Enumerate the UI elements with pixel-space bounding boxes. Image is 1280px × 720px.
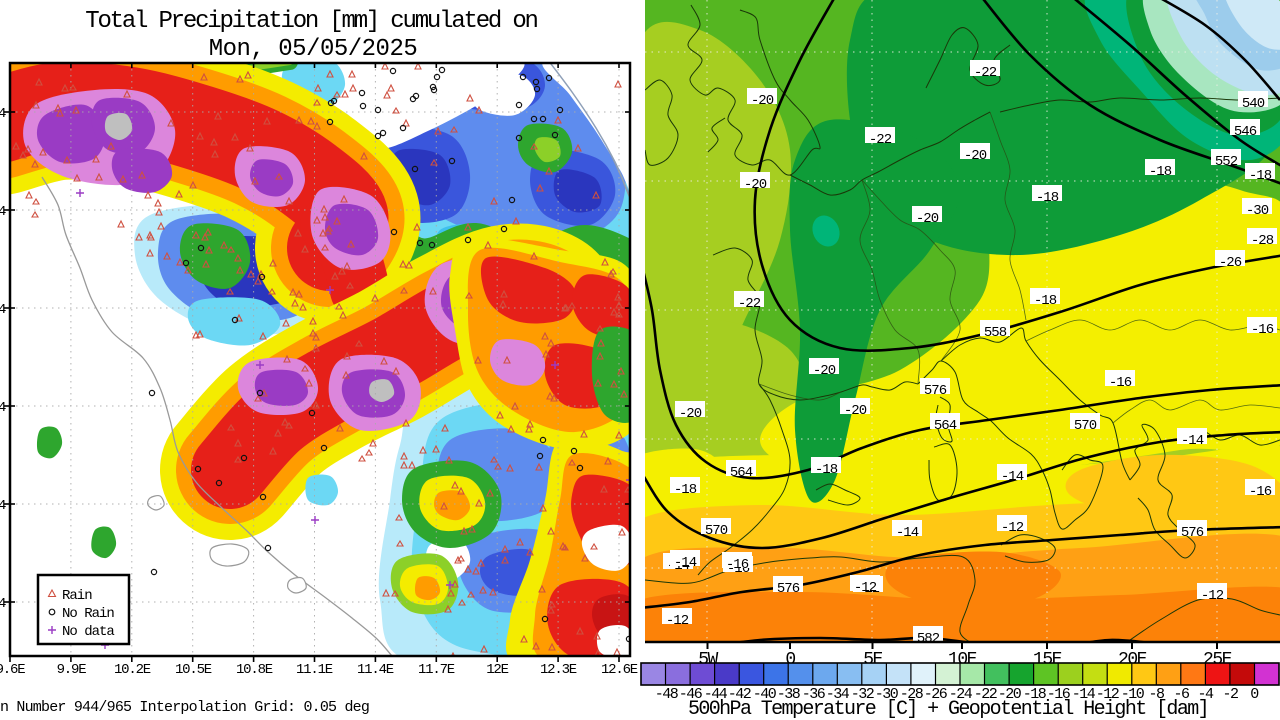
- svg-text:-4: -4: [1197, 686, 1214, 703]
- svg-text:500hPa Temperature [C] + Geopo: 500hPa Temperature [C] + Geopotential He…: [688, 698, 1208, 720]
- svg-text:n Number 944/965 Interpolation: n Number 944/965 Interpolation Grid: 0.0…: [0, 699, 369, 716]
- svg-text:-16: -16: [726, 557, 749, 573]
- svg-text:4: 4: [0, 596, 6, 612]
- svg-text:12.6E: 12.6E: [601, 662, 638, 678]
- svg-text:558: 558: [984, 325, 1007, 341]
- svg-text:-12: -12: [1096, 686, 1119, 703]
- svg-text:4: 4: [0, 400, 6, 416]
- svg-text:-20: -20: [813, 363, 836, 379]
- svg-text:576: 576: [1181, 525, 1204, 541]
- svg-text:-30: -30: [1246, 203, 1269, 219]
- svg-text:-12: -12: [1201, 588, 1224, 604]
- svg-text:12E: 12E: [486, 662, 508, 678]
- svg-text:9.6E: 9.6E: [0, 662, 25, 678]
- svg-text:570: 570: [705, 523, 728, 539]
- svg-text:576: 576: [924, 383, 947, 399]
- svg-text:-12: -12: [1001, 520, 1024, 536]
- svg-text:-16: -16: [1249, 484, 1272, 500]
- svg-text:-48: -48: [655, 686, 679, 703]
- svg-text:-22: -22: [974, 686, 997, 703]
- svg-text:4: 4: [0, 204, 6, 220]
- svg-text:-14: -14: [674, 555, 697, 571]
- svg-text:10.8E: 10.8E: [236, 662, 273, 678]
- svg-text:-20: -20: [964, 148, 987, 164]
- svg-text:4: 4: [0, 302, 6, 318]
- svg-text:-18: -18: [1023, 686, 1047, 703]
- svg-text:-44: -44: [704, 686, 728, 703]
- svg-text:-36: -36: [802, 686, 826, 703]
- svg-text:-16: -16: [1251, 322, 1274, 338]
- svg-text:564: 564: [934, 418, 957, 434]
- svg-text:540: 540: [1242, 96, 1265, 112]
- svg-text:552: 552: [1215, 154, 1238, 170]
- svg-text:-26: -26: [1219, 255, 1242, 271]
- svg-text:-28: -28: [900, 686, 924, 703]
- svg-text:-46: -46: [679, 686, 703, 703]
- svg-text:-20: -20: [751, 93, 774, 109]
- svg-text:-38: -38: [777, 686, 801, 703]
- svg-text:-12: -12: [666, 613, 689, 629]
- svg-text:-22: -22: [738, 296, 761, 312]
- svg-text:-18: -18: [1249, 168, 1272, 184]
- svg-text:11.1E: 11.1E: [296, 662, 333, 678]
- svg-text:-14: -14: [896, 525, 919, 541]
- svg-text:-30: -30: [875, 686, 899, 703]
- svg-text:-12: -12: [854, 580, 877, 596]
- svg-text:-18: -18: [815, 462, 838, 478]
- svg-text:No Rain: No Rain: [62, 606, 114, 622]
- svg-text:-14: -14: [1181, 433, 1204, 449]
- svg-text:-26: -26: [924, 686, 948, 703]
- svg-text:582: 582: [917, 631, 940, 647]
- svg-text:570: 570: [1074, 418, 1097, 434]
- svg-text:11.4E: 11.4E: [357, 662, 394, 678]
- svg-text:10.5E: 10.5E: [175, 662, 212, 678]
- svg-text:-20: -20: [744, 177, 767, 193]
- svg-text:-24: -24: [949, 686, 973, 703]
- svg-text:0: 0: [785, 650, 795, 670]
- svg-text:-6: -6: [1173, 686, 1190, 703]
- svg-text:4: 4: [0, 498, 6, 514]
- svg-text:-28: -28: [1251, 233, 1274, 249]
- svg-text:-32: -32: [851, 686, 874, 703]
- svg-text:-20: -20: [679, 406, 702, 422]
- svg-text:-22: -22: [974, 65, 997, 81]
- svg-text:-2: -2: [1222, 686, 1238, 703]
- svg-text:11.7E: 11.7E: [418, 662, 455, 678]
- svg-text:-14: -14: [1001, 469, 1024, 485]
- svg-text:-16: -16: [1047, 686, 1071, 703]
- svg-text:564: 564: [730, 465, 753, 481]
- svg-text:-22: -22: [869, 132, 892, 148]
- svg-text:-18: -18: [674, 482, 697, 498]
- svg-text:-16: -16: [1109, 375, 1132, 391]
- svg-text:0: 0: [1250, 686, 1259, 703]
- svg-text:-18: -18: [1149, 164, 1172, 180]
- svg-text:546: 546: [1234, 124, 1257, 140]
- svg-text:4: 4: [0, 106, 6, 122]
- svg-text:Total Precipitation [mm] cumul: Total Precipitation [mm] cumulated on: [85, 8, 537, 35]
- svg-text:Rain: Rain: [62, 588, 92, 604]
- svg-text:-40: -40: [753, 686, 777, 703]
- svg-text:-10: -10: [1121, 686, 1145, 703]
- svg-text:-18: -18: [1034, 293, 1057, 309]
- svg-text:-20: -20: [916, 211, 939, 227]
- svg-text:-42: -42: [728, 686, 751, 703]
- svg-text:-18: -18: [1036, 190, 1059, 206]
- svg-text:10.2E: 10.2E: [114, 662, 151, 678]
- svg-text:-14: -14: [1072, 686, 1096, 703]
- svg-text:-20: -20: [844, 403, 867, 419]
- svg-text:9.9E: 9.9E: [57, 662, 87, 678]
- svg-text:-34: -34: [826, 686, 850, 703]
- svg-text:No data: No data: [62, 624, 114, 640]
- svg-text:576: 576: [777, 581, 800, 597]
- svg-text:12.3E: 12.3E: [540, 662, 577, 678]
- svg-text:Mon, 05/05/2025: Mon, 05/05/2025: [209, 36, 418, 63]
- svg-text:-8: -8: [1148, 686, 1165, 703]
- svg-text:-20: -20: [998, 686, 1022, 703]
